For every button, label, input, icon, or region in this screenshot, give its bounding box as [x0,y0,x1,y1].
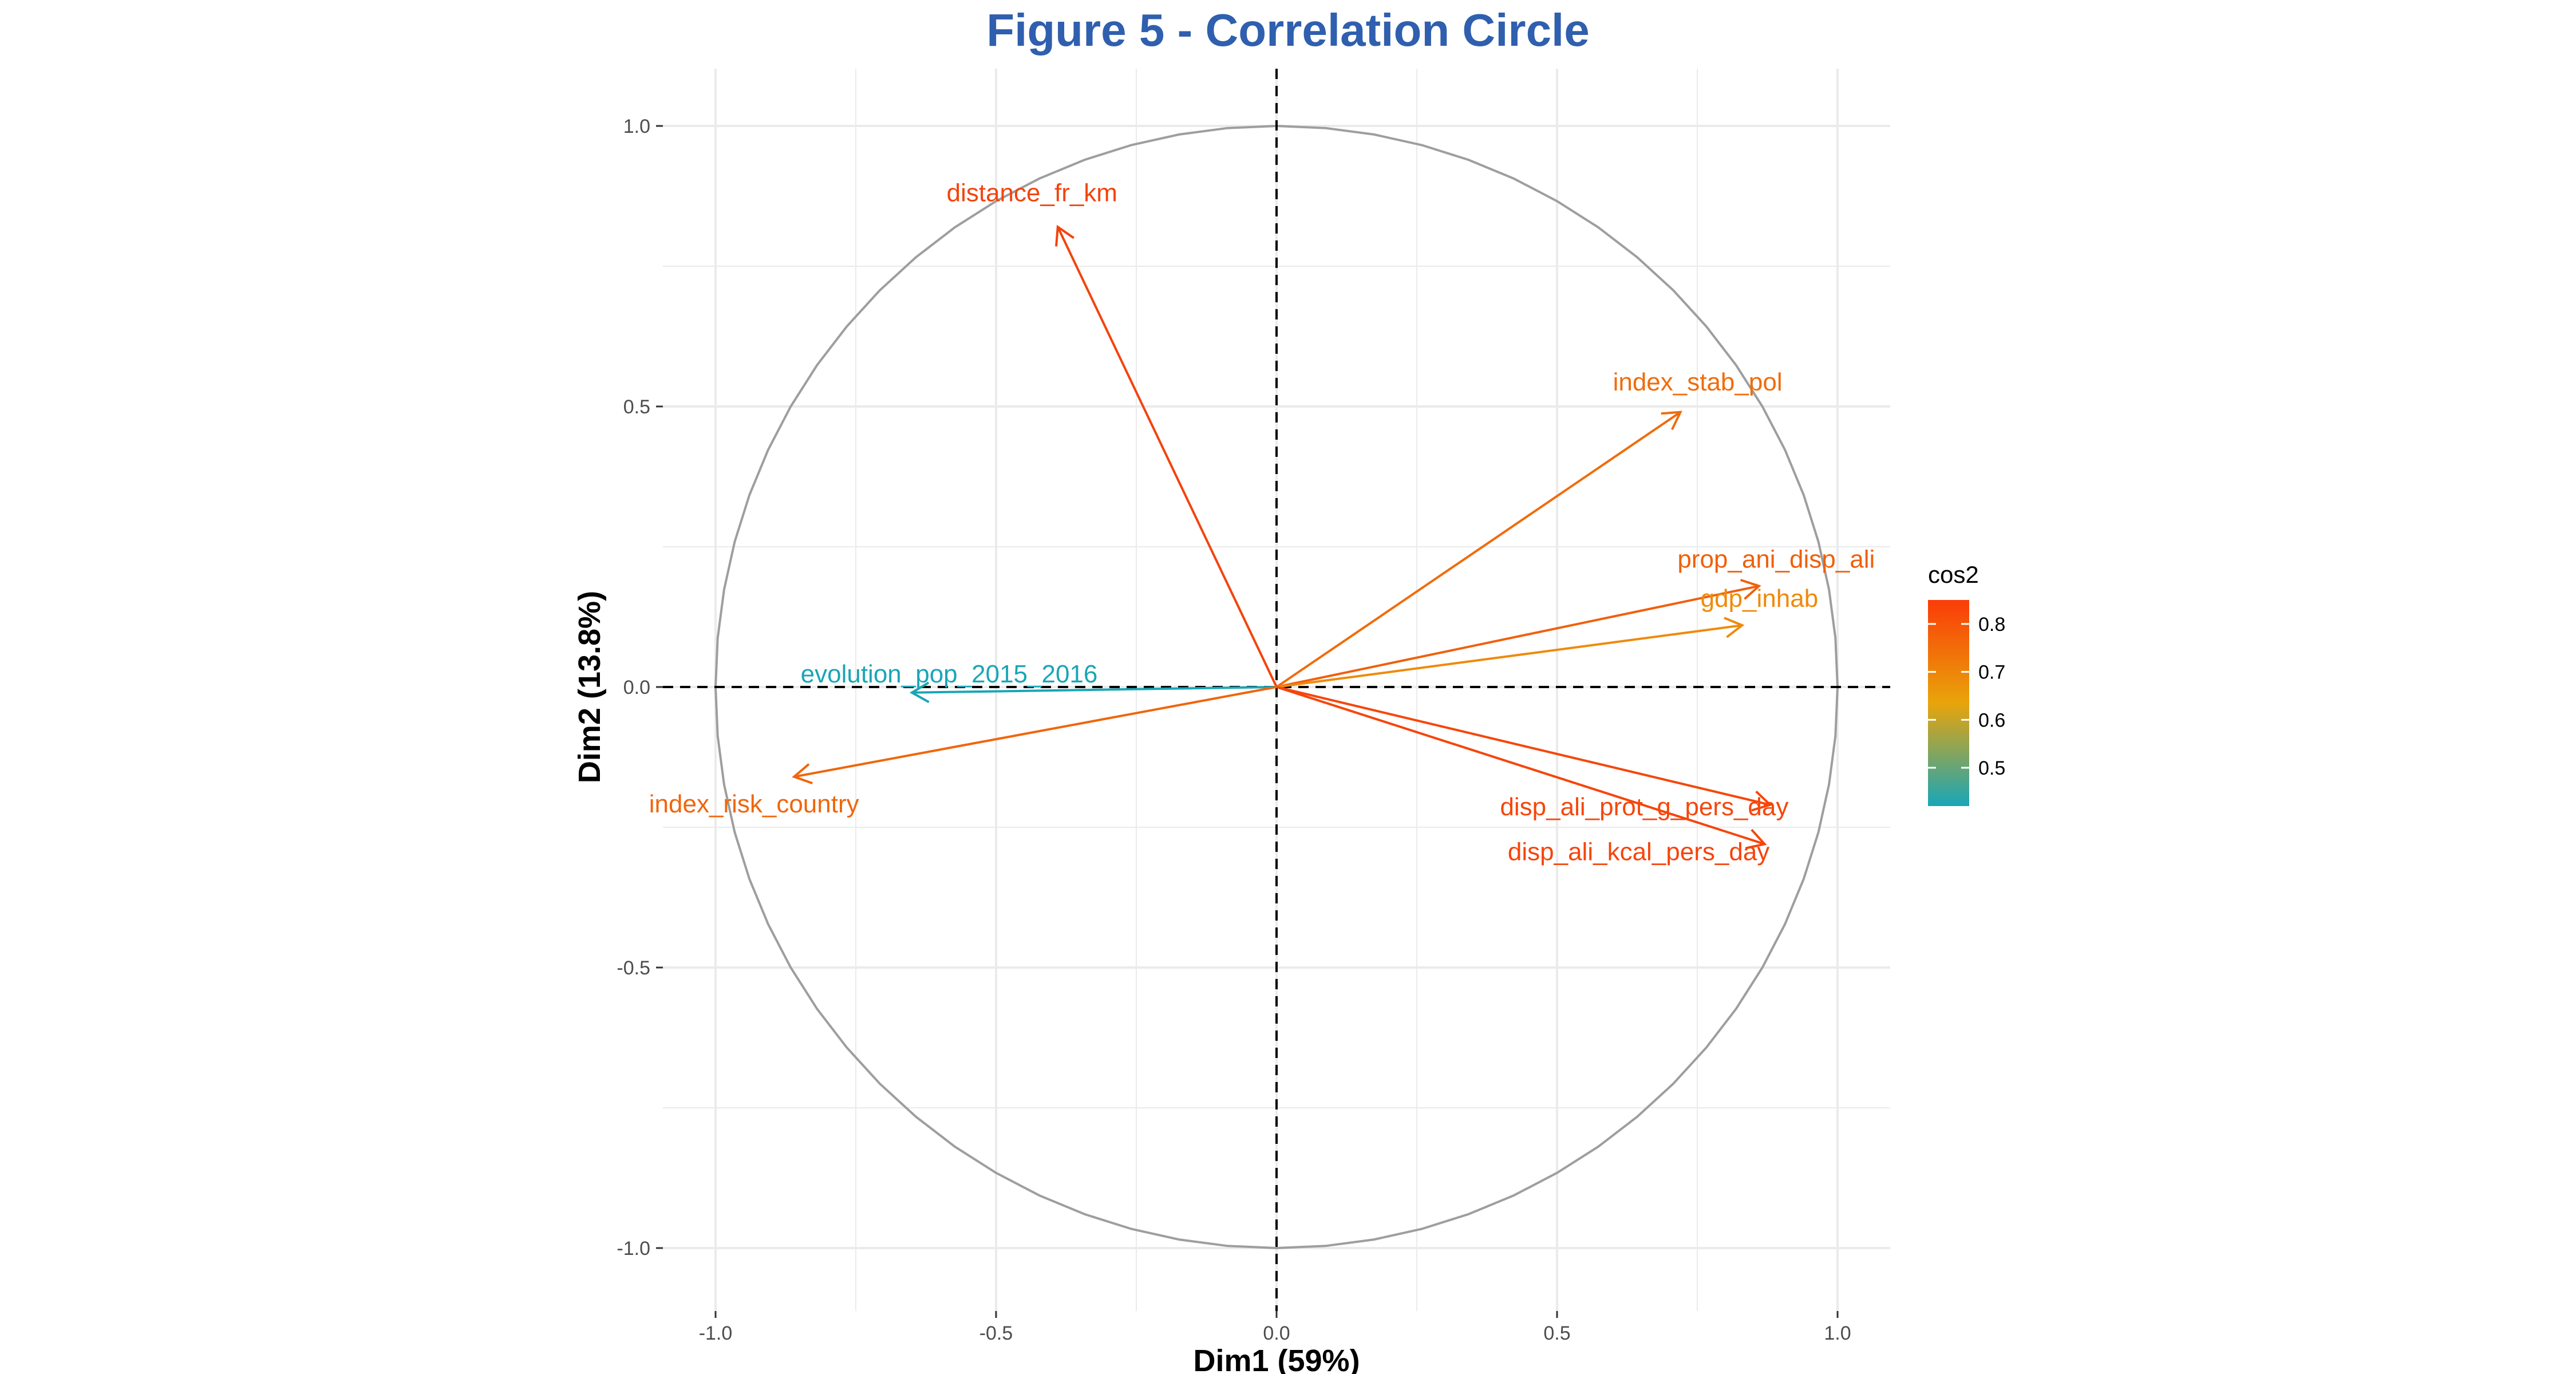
arrow-index_stab_pol [1275,410,1682,688]
arrow-shaft [793,686,1277,778]
x-axis-title: Dim1 (59%) [1193,1344,1360,1374]
colorbar-tick-label: 0.7 [1978,662,2005,684]
arrow-index_risk_country [792,686,1277,785]
variable-label: prop_ani_disp_ali [1677,546,1875,574]
colorbar-tick-label: 0.6 [1978,709,2005,731]
variable-label: disp_ali_prot_g_pers_day [1500,793,1788,821]
variable-label: disp_ali_kcal_pers_day [1508,838,1769,866]
axis-ticks: -1.0 -0.5 0.0 0.5 1.0 -1.0 -0.5 0.0 0.5 1.0 [617,116,1851,1344]
variable-label: gdp_inhab [1701,585,1819,613]
y-tick-label: -0.5 [617,957,650,979]
y-tick-label: 0.5 [623,396,650,418]
arrow-head [1751,790,1773,812]
arrow-shaft [1276,686,1771,806]
y-axis-title: Dim2 (13.8%) [572,591,607,783]
x-tick-label: 0.0 [1263,1322,1290,1344]
y-tick-label: 1.0 [623,116,650,137]
variable-label: index_risk_country [649,790,859,818]
y-tick-label: 0.0 [623,677,650,698]
arrow-head [910,681,930,704]
chart-title: Figure 5 - Correlation Circle [986,5,1590,56]
x-tick-label: 0.5 [1543,1322,1570,1344]
arrow-distance_fr_km [1055,224,1278,688]
x-tick-label: 1.0 [1824,1322,1851,1344]
arrow-head [1661,410,1682,431]
arrow-head [1724,617,1745,638]
variable-labels: distance_fr_km index_stab_pol prop_ani_dis… [649,179,1875,866]
y-tick-label: -1.0 [617,1238,650,1260]
arrow-shaft [911,686,1277,694]
colorbar-tick-label: 0.5 [1978,757,2005,779]
colorbar [1928,600,1969,806]
legend-title: cos2 [1928,561,1979,588]
variable-label: index_stab_pol [1613,368,1783,396]
arrow-shaft [1276,686,1765,846]
arrow-prop_ani_disp_ali [1276,579,1761,688]
arrow-shaft [1056,226,1278,688]
arrow-head [1745,828,1767,850]
arrow-disp_ali_kcal_pers_day [1276,686,1767,850]
variable-label: distance_fr_km [947,179,1117,207]
x-tick-label: -0.5 [979,1322,1013,1344]
x-tick-label: -1.0 [699,1322,733,1344]
variable-label: evolution_pop_2015_2016 [801,660,1098,688]
arrow-gdp_inhab [1276,617,1745,688]
cos2-colorbar-legend: cos2 0.5 0.6 0.7 0.8 [1928,561,2005,806]
arrow-shaft [1275,411,1681,688]
colorbar-tick-label: 0.8 [1978,614,2005,635]
arrow-shaft [1276,624,1743,688]
arrow-disp_ali_prot_g_pers_day [1276,686,1773,812]
arrow-head [1740,579,1761,600]
arrow-head [1055,224,1074,247]
colorbar-ticks: 0.5 0.6 0.7 0.8 [1928,614,2005,779]
arrow-head [792,763,813,785]
arrow-evolution_pop_2015_2016 [910,681,1277,704]
reference-lines [663,69,1890,1311]
arrow-shaft [1276,585,1760,688]
variable-arrows [792,224,1773,850]
